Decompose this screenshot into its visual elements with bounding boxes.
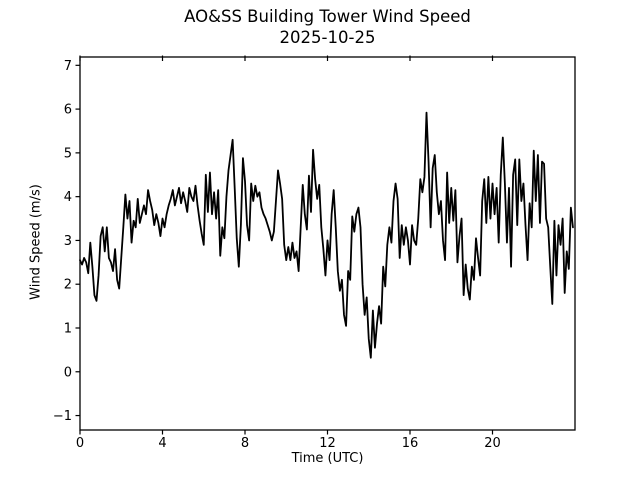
y-tick-label: 3 [64, 234, 72, 249]
y-tick-label: 7 [64, 59, 72, 74]
wind-speed-line [79, 111, 574, 359]
chart-title: AO&SS Building Tower Wind Speed [184, 7, 471, 26]
x-tick-label: 20 [484, 436, 501, 451]
y-tick-label: 6 [64, 103, 72, 118]
y-tick-label: 4 [64, 190, 72, 205]
x-tick-label: 16 [402, 436, 419, 451]
x-axis-label: Time (UTC) [291, 451, 364, 466]
y-tick-label: 5 [64, 146, 72, 161]
chart-subtitle: 2025-10-25 [279, 28, 376, 47]
x-tick-label: 4 [158, 436, 166, 451]
y-tick-label: 2 [64, 278, 72, 293]
y-tick-label: 1 [64, 321, 72, 336]
x-tick-label: 12 [319, 436, 336, 451]
x-tick-label: 0 [76, 436, 84, 451]
x-tick-label: 8 [241, 436, 249, 451]
y-axis-label: Wind Speed (m/s) [28, 184, 44, 300]
y-tick-label: −1 [53, 409, 72, 424]
y-tick-label: 0 [64, 365, 72, 380]
